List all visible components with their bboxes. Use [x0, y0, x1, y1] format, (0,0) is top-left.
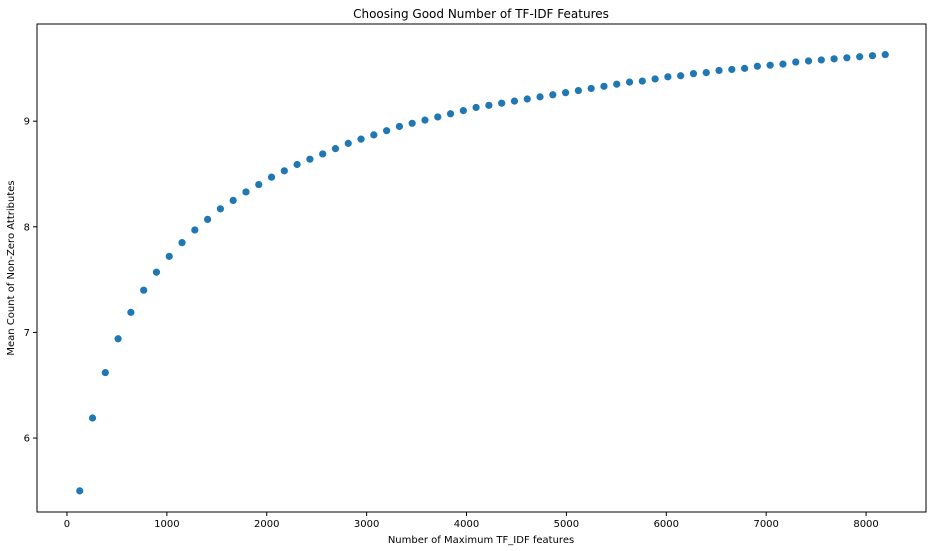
- data-point: [702, 68, 710, 77]
- chart-title: Choosing Good Number of TF-IDF Features: [353, 7, 609, 21]
- data-point: [88, 414, 97, 422]
- data-point: [804, 57, 813, 65]
- data-point: [357, 135, 365, 143]
- data-point: [204, 215, 212, 224]
- x-tick-label: 8000: [853, 519, 878, 530]
- data-point: [76, 487, 84, 495]
- data-point: [766, 61, 774, 69]
- x-tick-label: 7000: [753, 519, 778, 530]
- data-point: [881, 51, 889, 59]
- x-tick-label: 0: [64, 519, 70, 530]
- data-point: [165, 252, 173, 260]
- data-point: [216, 205, 224, 213]
- data-point: [267, 173, 276, 181]
- data-point: [383, 127, 391, 135]
- data-point: [421, 116, 429, 124]
- y-tick-label: 6: [24, 434, 30, 445]
- data-point: [779, 60, 787, 68]
- data-point: [613, 80, 621, 88]
- data-point: [242, 188, 250, 196]
- x-axis-label: Number of Maximum TF_IDF features: [388, 535, 574, 546]
- data-point: [830, 55, 838, 63]
- data-point: [459, 107, 467, 115]
- x-tick-label: 3000: [354, 519, 379, 530]
- data-point: [344, 139, 352, 147]
- x-tick-label: 5000: [554, 519, 579, 530]
- data-point: [472, 103, 480, 112]
- x-axis: 0 1000 2000 3000 4000 5000 6000 7000 8000: [64, 512, 879, 530]
- data-point: [741, 64, 749, 72]
- y-axis-label: Mean Count of Non-Zero Attributes: [6, 180, 17, 355]
- data-point: [191, 226, 199, 234]
- y-tick-label: 8: [24, 222, 30, 233]
- data-point: [587, 84, 595, 93]
- data-point: [715, 66, 723, 75]
- data-point: [293, 160, 301, 169]
- y-axis: 6 7 8 9: [24, 117, 37, 445]
- data-point: [229, 196, 237, 204]
- data-point: [178, 239, 186, 247]
- data-point: [792, 58, 800, 66]
- data-point: [127, 308, 135, 316]
- y-tick-label: 9: [24, 117, 30, 128]
- data-point: [152, 268, 161, 276]
- data-point: [625, 78, 634, 86]
- data-point: [485, 101, 493, 109]
- x-tick-label: 1000: [154, 519, 179, 530]
- data-point: [677, 72, 685, 80]
- data-point: [728, 65, 736, 74]
- data-point: [331, 145, 340, 153]
- data-point: [510, 97, 519, 105]
- x-tick-label: 4000: [454, 519, 479, 530]
- data-point: [306, 155, 314, 163]
- data-point: [536, 93, 544, 101]
- data-point: [255, 180, 263, 189]
- data-point: [549, 91, 557, 99]
- data-point: [101, 368, 109, 377]
- data-point: [817, 56, 825, 64]
- x-tick-label: 2000: [254, 519, 279, 530]
- data-point: [664, 73, 672, 81]
- data-points: [76, 51, 889, 495]
- data-point: [395, 122, 403, 131]
- plot-frame: [36, 23, 927, 513]
- data-point: [689, 70, 698, 78]
- data-point: [280, 167, 288, 175]
- data-point: [140, 286, 148, 294]
- y-tick-label: 7: [24, 328, 30, 339]
- data-point: [574, 86, 582, 95]
- data-point: [600, 82, 608, 90]
- data-point: [843, 54, 851, 62]
- data-point: [638, 77, 646, 85]
- data-point: [498, 99, 506, 107]
- data-point: [856, 53, 864, 61]
- data-point: [868, 52, 877, 60]
- data-point: [434, 113, 442, 121]
- data-point: [523, 95, 531, 103]
- data-point: [408, 119, 416, 127]
- data-point: [446, 110, 455, 118]
- data-point: [370, 131, 378, 139]
- data-point: [562, 89, 570, 97]
- data-point: [651, 75, 659, 83]
- data-point: [753, 62, 761, 70]
- data-point: [114, 335, 122, 343]
- data-point: [319, 150, 327, 158]
- x-tick-label: 6000: [654, 519, 679, 530]
